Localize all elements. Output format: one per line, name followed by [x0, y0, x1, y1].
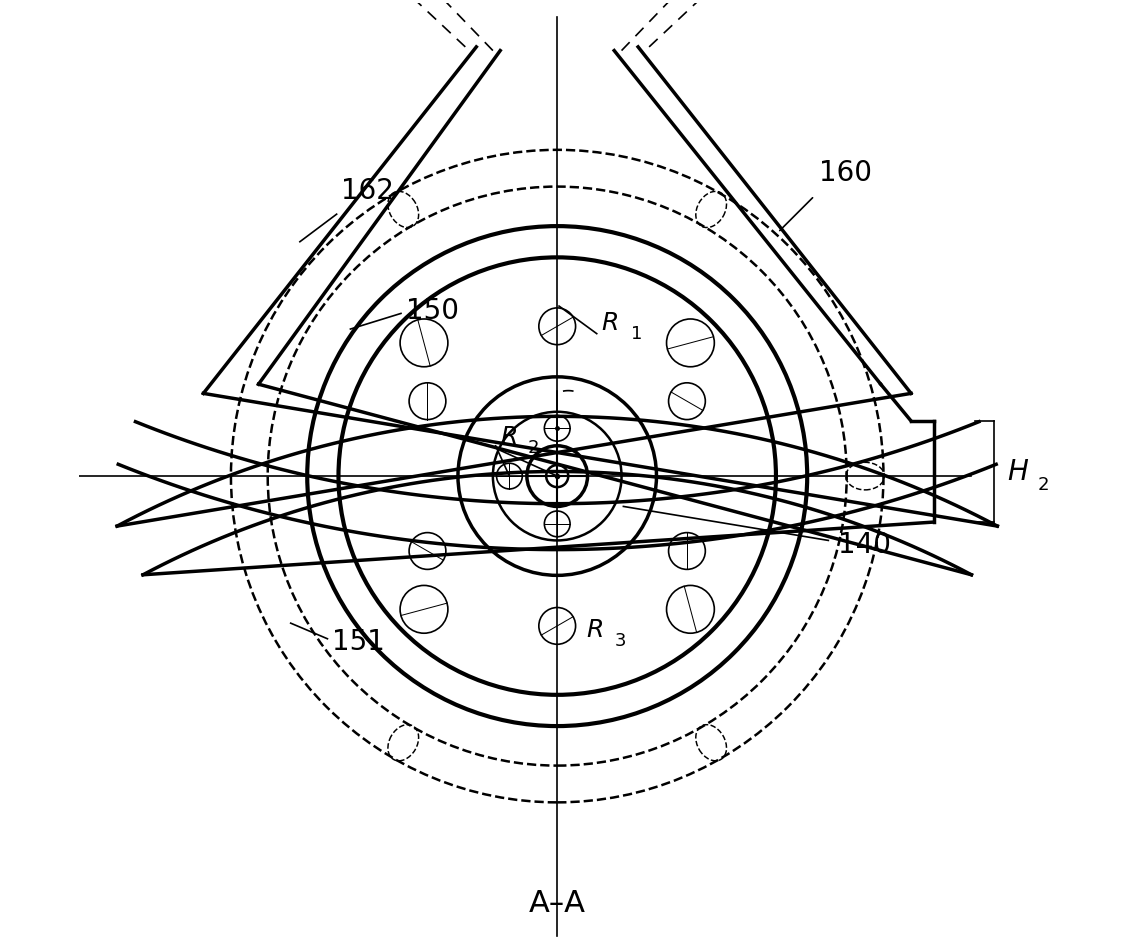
- Text: 140: 140: [837, 531, 891, 559]
- Text: 160: 160: [819, 158, 872, 187]
- Text: 151: 151: [332, 627, 385, 655]
- Text: 1: 1: [630, 324, 642, 342]
- Text: H: H: [1007, 457, 1029, 486]
- Text: 150: 150: [405, 297, 459, 324]
- Text: 2: 2: [528, 438, 539, 456]
- Text: R: R: [602, 310, 619, 335]
- Text: 2: 2: [1038, 476, 1049, 494]
- Text: R: R: [587, 618, 604, 641]
- Text: R: R: [500, 424, 517, 449]
- Text: A–A: A–A: [529, 889, 586, 918]
- Text: 162: 162: [341, 177, 394, 205]
- Text: 3: 3: [614, 632, 626, 650]
